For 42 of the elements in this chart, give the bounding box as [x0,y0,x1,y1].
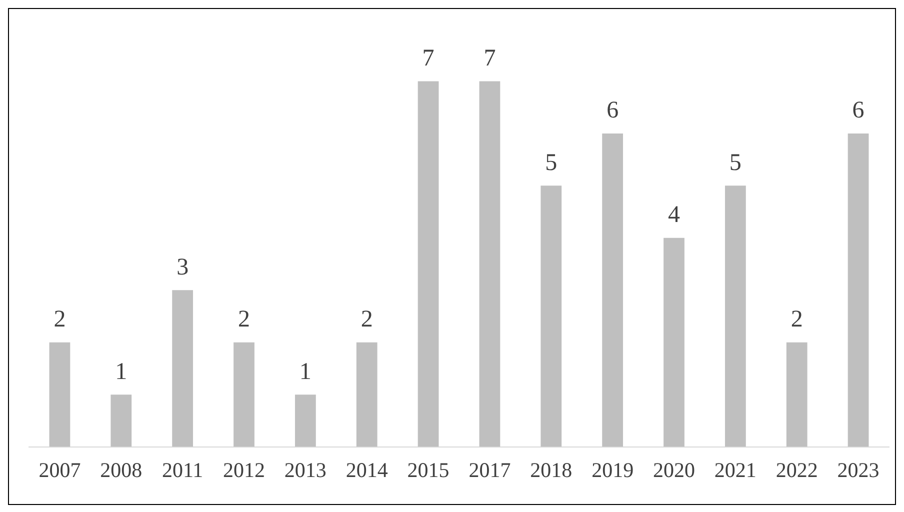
data-label: 1 [115,358,128,385]
data-label: 2 [54,306,66,333]
x-tick-label: 2021 [714,458,756,482]
x-tick-label: 2012 [223,458,265,482]
x-tick-label: 2018 [530,458,572,482]
bar [418,81,439,447]
x-tick-label: 2022 [776,458,818,482]
bar [294,394,316,447]
bar [664,238,684,447]
bar [110,394,132,447]
data-label: 1 [299,358,312,385]
bar [848,133,869,447]
data-label: 2 [238,306,250,333]
data-label: 7 [484,46,496,72]
bar [724,186,746,447]
bar [479,81,500,447]
data-label: 5 [729,150,742,176]
x-tick-label: 2007 [38,458,81,482]
bar [234,342,254,447]
bar [786,342,808,447]
data-label: 6 [852,98,864,124]
bar [602,133,624,447]
x-tick-label: 2017 [468,458,511,482]
bar [172,290,194,447]
data-label: 7 [422,46,434,72]
bar [356,342,378,447]
x-tick-label: 2014 [346,458,388,482]
x-tick-label: 2011 [162,458,204,482]
data-label: 3 [176,254,189,280]
x-tick-label: 2023 [837,458,880,482]
x-tick-label: 2008 [100,458,142,482]
data-label: 6 [606,98,619,124]
data-label: 2 [360,306,373,333]
bar [49,342,70,447]
x-tick-label: 2019 [592,458,634,482]
data-label: 2 [790,306,803,333]
data-label: 4 [668,202,680,228]
bar [540,186,562,447]
x-tick-label: 2020 [653,458,695,482]
x-tick-label: 2015 [407,458,450,482]
data-label: 5 [545,150,558,176]
x-tick-label: 2013 [284,458,326,482]
